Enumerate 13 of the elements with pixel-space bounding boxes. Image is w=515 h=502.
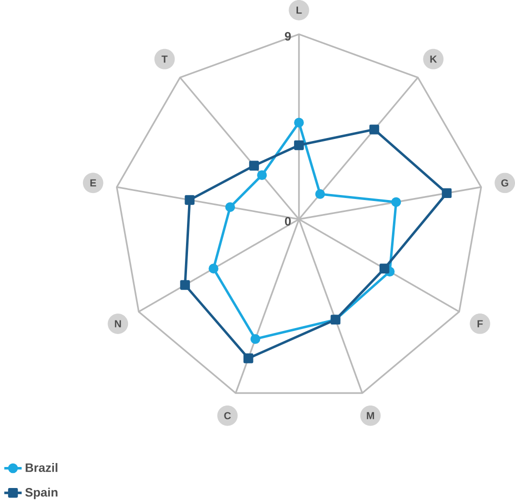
spoke-label: M xyxy=(366,412,374,420)
spoke-label: T xyxy=(162,56,168,63)
spoke-label: F xyxy=(478,320,483,328)
spoke-label: L xyxy=(296,6,302,14)
spoke-label: K xyxy=(430,56,437,63)
legend-label: Brazil xyxy=(26,462,58,472)
spoke-label: N xyxy=(114,320,121,328)
spoke-label: C xyxy=(224,412,231,420)
spoke-label: E xyxy=(90,179,96,186)
spoke-label: G xyxy=(501,179,508,186)
y-tick-label: 0 xyxy=(284,216,291,226)
y-tick-label: 9 xyxy=(284,32,291,41)
legend-label: Spain xyxy=(25,488,58,500)
